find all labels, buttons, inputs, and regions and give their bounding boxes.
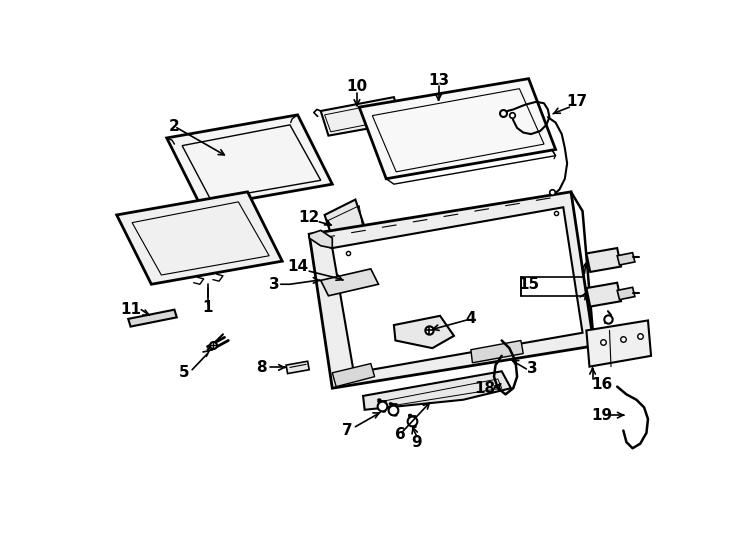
- Polygon shape: [586, 248, 621, 272]
- Polygon shape: [128, 309, 177, 327]
- Polygon shape: [333, 207, 583, 373]
- Text: 3: 3: [269, 276, 280, 292]
- Text: 1: 1: [203, 300, 213, 315]
- Polygon shape: [333, 363, 374, 387]
- Polygon shape: [586, 283, 621, 307]
- Polygon shape: [117, 192, 283, 284]
- Text: 19: 19: [591, 408, 612, 423]
- Text: 18: 18: [474, 381, 495, 396]
- Text: 7: 7: [342, 423, 353, 438]
- Polygon shape: [324, 200, 367, 249]
- Text: 15: 15: [518, 276, 539, 292]
- Polygon shape: [363, 372, 511, 410]
- Text: 10: 10: [346, 79, 368, 94]
- Polygon shape: [586, 320, 651, 367]
- Text: 13: 13: [428, 73, 449, 87]
- Polygon shape: [321, 269, 379, 296]
- Polygon shape: [617, 287, 635, 300]
- Polygon shape: [394, 316, 454, 348]
- Text: 14: 14: [287, 259, 308, 274]
- Text: 3: 3: [527, 361, 538, 376]
- Text: 5: 5: [179, 365, 190, 380]
- Text: 2: 2: [169, 119, 180, 134]
- Text: 4: 4: [465, 312, 476, 326]
- Text: 11: 11: [120, 302, 141, 317]
- Text: 12: 12: [299, 210, 320, 225]
- Text: 17: 17: [567, 94, 588, 109]
- Text: 9: 9: [412, 435, 422, 450]
- Text: 6: 6: [395, 427, 405, 442]
- Polygon shape: [359, 79, 556, 179]
- Polygon shape: [286, 361, 309, 374]
- Polygon shape: [471, 340, 523, 363]
- Text: 8: 8: [256, 360, 266, 375]
- Polygon shape: [321, 97, 401, 136]
- Polygon shape: [309, 192, 594, 388]
- Polygon shape: [167, 115, 333, 207]
- Polygon shape: [617, 253, 635, 265]
- Text: 16: 16: [591, 377, 612, 392]
- Polygon shape: [309, 231, 333, 248]
